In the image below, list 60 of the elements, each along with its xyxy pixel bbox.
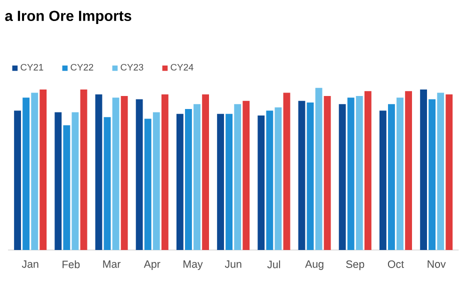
- legend-label: CY23: [120, 64, 144, 71]
- bar: [22, 98, 30, 250]
- bar: [234, 104, 242, 250]
- bar: [14, 110, 21, 250]
- bar: [112, 98, 120, 250]
- bar: [54, 112, 62, 250]
- bar: [315, 88, 322, 250]
- bar: [420, 90, 428, 250]
- x-tick-label: Oct: [388, 260, 404, 268]
- x-tick-label: Nov: [428, 260, 446, 268]
- bar: [428, 99, 436, 250]
- bar: [258, 115, 265, 250]
- x-tick-label: Apr: [144, 260, 160, 270]
- bar: [152, 112, 160, 250]
- x-tick-label: May: [184, 260, 203, 270]
- bar: [396, 98, 404, 250]
- bar: [405, 91, 412, 250]
- chart-title: a Iron Ore Imports: [5, 10, 132, 24]
- x-tick-label: Feb: [62, 260, 80, 268]
- bar: [324, 96, 331, 250]
- legend-label: CY24: [170, 64, 194, 71]
- bar: [437, 92, 444, 250]
- bar: [63, 125, 70, 250]
- bar: [347, 98, 354, 250]
- x-tick-label: Jul: [267, 260, 280, 268]
- x-tick-label: Mar: [103, 260, 121, 268]
- bar: [356, 96, 363, 250]
- bar: [136, 99, 143, 250]
- bar: [161, 94, 168, 250]
- x-tick-label: Aug: [305, 260, 324, 270]
- x-tick-label: Jun: [224, 260, 242, 268]
- x-tick-label: Sep: [346, 260, 364, 270]
- bar: [72, 112, 79, 250]
- bar: [194, 104, 200, 250]
- legend-label: CY21: [20, 64, 44, 71]
- bar: [202, 94, 209, 250]
- bar: [40, 90, 47, 250]
- bar: [379, 110, 386, 250]
- bar: [388, 104, 395, 250]
- bar: [446, 94, 453, 250]
- bar: [226, 114, 233, 250]
- bar: [80, 90, 88, 250]
- bar: [298, 100, 306, 250]
- legend-label: CY22: [70, 64, 94, 71]
- bar: [95, 94, 102, 250]
- bar: [104, 117, 111, 250]
- bar: [242, 100, 250, 250]
- bar: [120, 96, 128, 250]
- bar: [283, 92, 290, 250]
- bar: [364, 91, 372, 250]
- bar: [31, 92, 38, 250]
- bar: [338, 104, 346, 250]
- bar: [306, 102, 314, 250]
- bar: [185, 108, 192, 250]
- bar: [217, 114, 224, 250]
- bar: [266, 110, 274, 250]
- bar: [144, 118, 152, 250]
- bar: [274, 107, 282, 250]
- bar: [176, 114, 184, 250]
- x-tick-label: Jan: [22, 260, 38, 268]
